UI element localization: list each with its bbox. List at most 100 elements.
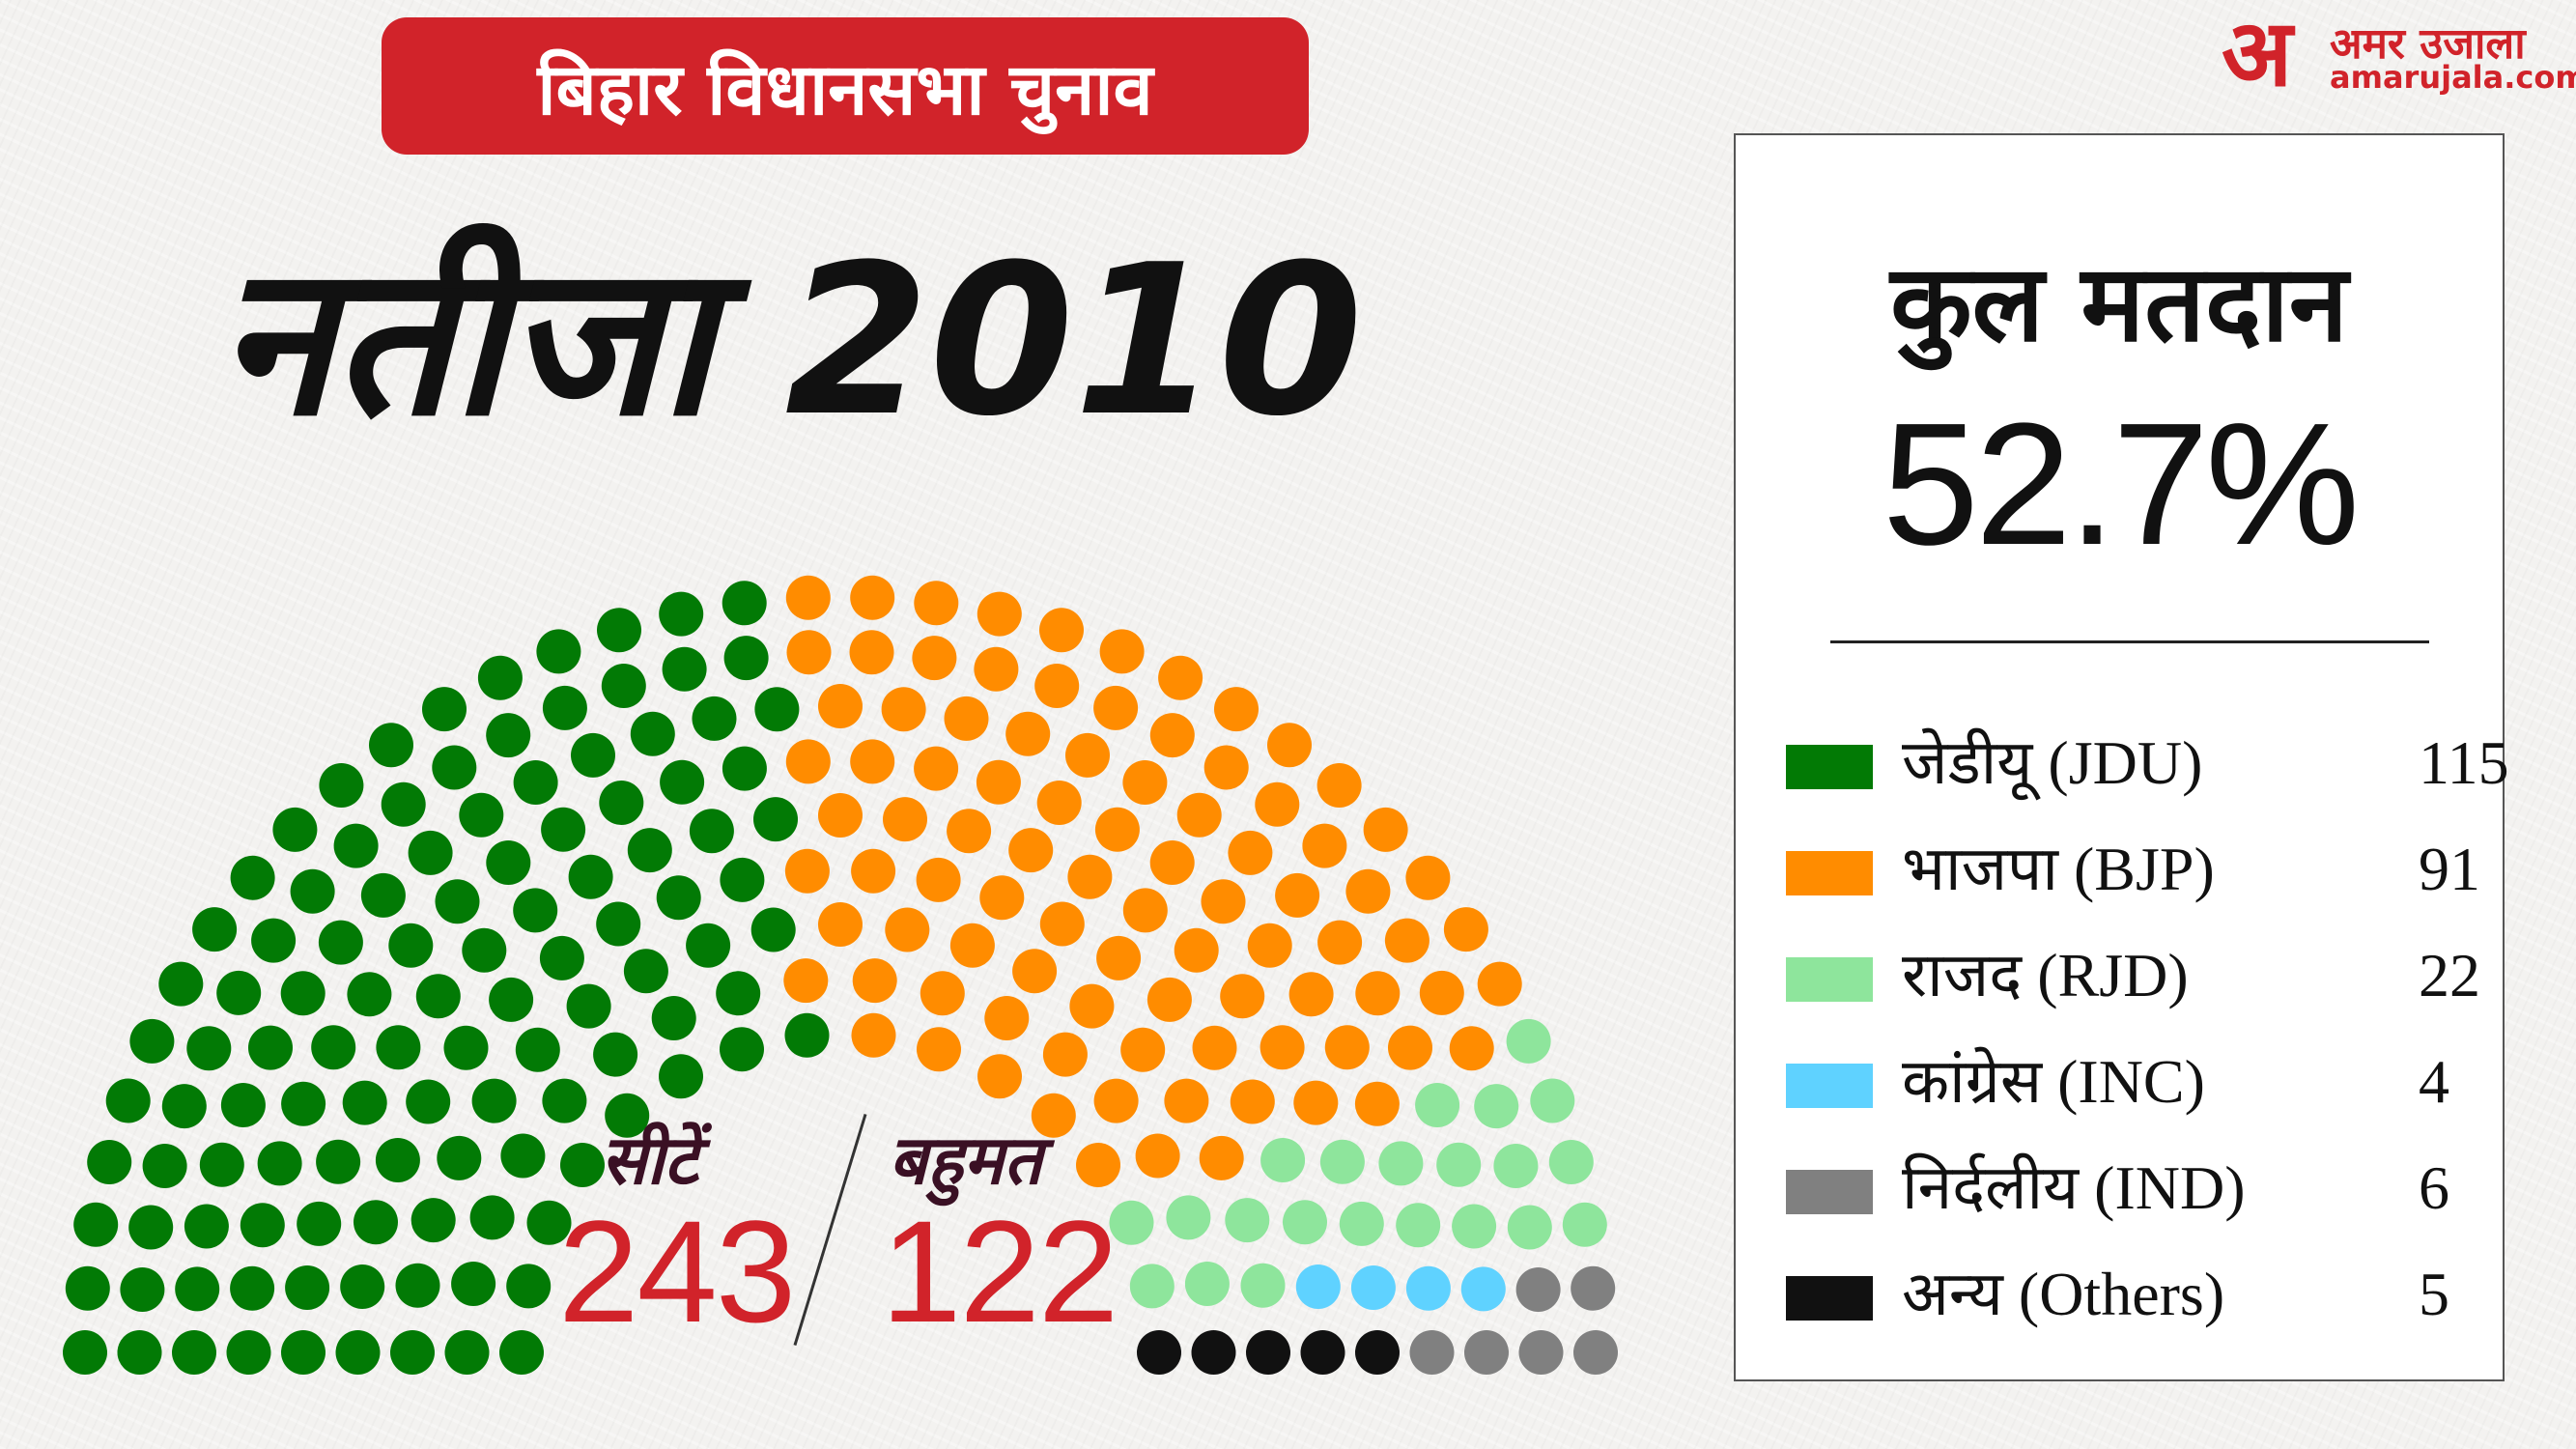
- seat-dot: [216, 970, 262, 1015]
- seat-dot: [369, 723, 413, 768]
- seat-dot: [784, 848, 830, 894]
- seat-dot: [1255, 781, 1300, 827]
- seat-dot: [1506, 1018, 1551, 1064]
- seat-dot: [541, 807, 586, 852]
- seat-dot: [1355, 971, 1401, 1016]
- seat-dot: [656, 875, 701, 921]
- seat-dot: [1530, 1078, 1575, 1123]
- seat-dot: [1191, 1330, 1236, 1375]
- seat-dot: [1034, 664, 1080, 708]
- seat-dot: [390, 1330, 435, 1375]
- legend-swatch: [1786, 1064, 1873, 1108]
- seat-dot: [1039, 901, 1085, 947]
- panel-divider: [1830, 640, 2429, 643]
- seat-dot: [1174, 927, 1219, 973]
- legend-item-ind: निर्दलीय (IND) 6: [1786, 1145, 2481, 1232]
- seat-dot: [1405, 855, 1451, 900]
- seat-dot: [786, 630, 832, 675]
- seat-dot: [1464, 1330, 1509, 1375]
- seat-dot: [916, 857, 961, 902]
- seat-dot: [406, 1079, 451, 1124]
- seat-dot: [949, 923, 995, 968]
- seat-dot: [977, 1054, 1022, 1099]
- seat-dot: [319, 763, 364, 808]
- seat-dot: [818, 793, 863, 838]
- seat-dot: [1573, 1330, 1618, 1375]
- seat-dot: [462, 927, 507, 973]
- seat-dot: [1436, 1142, 1482, 1187]
- legend-label: भाजपा (BJP): [1902, 835, 2215, 903]
- seat-dot: [1300, 1330, 1345, 1375]
- legend-value: 6: [2419, 1153, 2449, 1222]
- page-title: नतीजा 2010: [217, 219, 1364, 462]
- seat-dot: [248, 1025, 293, 1070]
- seat-dot: [422, 687, 467, 732]
- seat-dot: [65, 1265, 110, 1311]
- seat-dot: [158, 961, 204, 1007]
- seat-dot: [1149, 840, 1195, 885]
- seat-dot: [1225, 1198, 1270, 1243]
- seat-dot: [1415, 1083, 1460, 1127]
- seat-dot: [1120, 1027, 1166, 1072]
- seat-dot: [1135, 1133, 1180, 1179]
- seat-dot: [783, 958, 829, 1004]
- seat-dot: [1146, 977, 1192, 1022]
- seat-dot: [1363, 807, 1408, 852]
- seat-dot: [1384, 918, 1430, 963]
- seat-dot: [627, 828, 672, 873]
- seat-dot: [272, 807, 318, 852]
- seat-dot: [1345, 868, 1391, 914]
- seat-dot: [1247, 923, 1292, 968]
- seat-dot: [500, 1133, 546, 1179]
- seat-dot: [1065, 732, 1110, 778]
- seats-value: 243: [558, 1190, 796, 1352]
- seat-dot: [914, 581, 959, 626]
- seat-dot: [1214, 687, 1259, 732]
- seat-dot: [87, 1140, 132, 1184]
- legend-item-rjd: राजद (RJD) 22: [1786, 932, 2481, 1019]
- seat-dot: [1460, 1266, 1506, 1312]
- seat-dot: [297, 1201, 342, 1246]
- amar-ujala-logo[interactable]: अ अमर उजाला amarujala.com: [2222, 5, 2576, 101]
- legend-value: 22: [2419, 941, 2480, 1009]
- legend-label: जेडीयू (JDU): [1902, 728, 2203, 797]
- seat-dot: [1449, 1026, 1494, 1071]
- seat-dot: [1378, 1141, 1424, 1186]
- legend-item-bjp: भाजपा (BJP) 91: [1786, 826, 2481, 913]
- seat-dot: [1076, 1143, 1120, 1187]
- seat-dot: [469, 1195, 515, 1240]
- seat-dot: [1419, 970, 1464, 1015]
- seat-dot: [175, 1266, 220, 1312]
- seat-dot: [477, 655, 523, 700]
- seat-dot: [489, 977, 534, 1022]
- seat-dot: [381, 781, 426, 827]
- legend-swatch: [1786, 1276, 1873, 1321]
- seat-dot: [499, 1330, 544, 1375]
- seat-dot: [1067, 854, 1113, 899]
- seat-dot: [281, 1081, 326, 1126]
- seat-dot: [280, 971, 326, 1016]
- seat-dot: [251, 918, 297, 963]
- seat-dot: [142, 1144, 187, 1188]
- seat-dot: [290, 868, 335, 914]
- seat-dot: [354, 1200, 398, 1245]
- seat-dot: [186, 1026, 232, 1071]
- seat-dot: [285, 1265, 330, 1310]
- header-banner: बिहार विधानसभा चुनाव: [382, 17, 1309, 155]
- seat-dot: [883, 797, 927, 842]
- seat-dot: [513, 888, 558, 933]
- seat-dot: [408, 830, 453, 875]
- seat-dot: [818, 902, 863, 947]
- seat-dot: [333, 823, 379, 868]
- seats-label: सीटें: [601, 1121, 698, 1200]
- seat-dot: [1240, 1263, 1286, 1308]
- legend-label: कांग्रेस (INC): [1902, 1047, 2205, 1116]
- seat-dot: [1443, 907, 1488, 952]
- seat-dot: [515, 1027, 560, 1072]
- seat-dot: [1267, 723, 1312, 768]
- parliament-seat-chart: [63, 575, 1618, 1375]
- seat-dot: [722, 581, 767, 626]
- turnout-label: कुल मतदान: [1890, 242, 2348, 365]
- seat-dot: [388, 923, 434, 968]
- seat-dot: [451, 1262, 496, 1306]
